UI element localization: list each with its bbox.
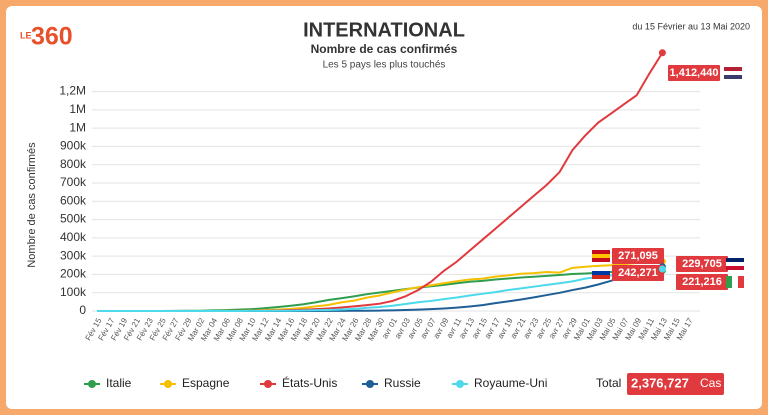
- legend-label: États-Unis: [282, 375, 337, 390]
- flag-part: [738, 276, 744, 288]
- logo: 360: [31, 23, 73, 51]
- series-line: [97, 268, 663, 312]
- y-tick-label: 1M: [69, 102, 86, 116]
- value-label-box: [676, 256, 728, 272]
- series-line: [97, 269, 663, 312]
- flag-part: [592, 271, 610, 275]
- flag-part: [592, 258, 610, 262]
- logo-prefix: LE: [20, 30, 32, 40]
- flag-part: [724, 67, 742, 71]
- total-value: 2,376,727: [631, 375, 689, 390]
- y-tick-label: 800k: [60, 157, 87, 171]
- value-label: 242,271: [618, 267, 658, 279]
- y-axis-label: Nombre de cas confirmés: [26, 142, 38, 268]
- y-tick-label: 1M: [69, 120, 86, 134]
- legend-marker: [456, 380, 464, 388]
- value-label-box: [612, 265, 664, 281]
- value-label: 221,216: [682, 276, 722, 288]
- flag-part: [592, 250, 610, 254]
- legend-marker: [366, 380, 374, 388]
- date-range: du 15 Février au 13 Mai 2020: [632, 21, 750, 31]
- flag-part: [724, 75, 742, 79]
- legend-label: Espagne: [182, 376, 230, 390]
- legend-marker: [88, 380, 96, 388]
- value-label: 229,705: [682, 258, 722, 270]
- flag-part: [592, 267, 610, 271]
- legend-label: Italie: [106, 376, 132, 390]
- y-tick-label: 600k: [60, 193, 87, 207]
- total-box: [627, 373, 724, 395]
- end-marker: [658, 49, 666, 57]
- flag: [592, 267, 610, 279]
- flag: [726, 258, 744, 270]
- value-label-box: [668, 65, 720, 81]
- value-label: 1,412,440: [670, 67, 719, 79]
- y-tick-label: 900k: [60, 139, 87, 153]
- chart-subtitle2: Les 5 pays les plus touchés: [323, 60, 446, 71]
- flag-part: [726, 276, 732, 288]
- y-tick-label: 400k: [60, 230, 87, 244]
- flag-part: [592, 275, 610, 279]
- total-label: Total: [596, 376, 621, 390]
- chart-subtitle: Nombre de cas confirmés: [311, 42, 458, 56]
- y-tick-label: 500k: [60, 212, 87, 226]
- flag-part: [726, 262, 744, 266]
- end-marker: [658, 265, 666, 273]
- flag-part: [726, 266, 744, 270]
- y-tick-label: 300k: [60, 248, 87, 262]
- legend-label: Royaume-Uni: [474, 376, 547, 390]
- value-label-box: [612, 248, 664, 264]
- flag-part: [732, 276, 738, 288]
- total-unit: Cas: [700, 376, 721, 390]
- flag-part: [724, 71, 742, 75]
- chart-title: INTERNATIONAL: [303, 19, 465, 41]
- flag-part: [726, 258, 744, 262]
- card: [6, 6, 762, 409]
- flag-part: [592, 254, 610, 258]
- y-tick-label: 100k: [60, 285, 87, 299]
- y-tick-label: 0: [79, 303, 86, 317]
- legend-marker: [264, 380, 272, 388]
- legend-marker: [164, 380, 172, 388]
- y-tick-label: 200k: [60, 267, 87, 281]
- y-tick-label: 700k: [60, 175, 87, 189]
- value-label: 271,095: [618, 250, 658, 262]
- legend-label: Russie: [384, 376, 421, 390]
- flag: [726, 276, 744, 288]
- flag: [724, 67, 742, 79]
- value-label-box: [676, 274, 728, 290]
- y-tick-label: 1,2M: [59, 84, 86, 98]
- flag: [592, 250, 610, 262]
